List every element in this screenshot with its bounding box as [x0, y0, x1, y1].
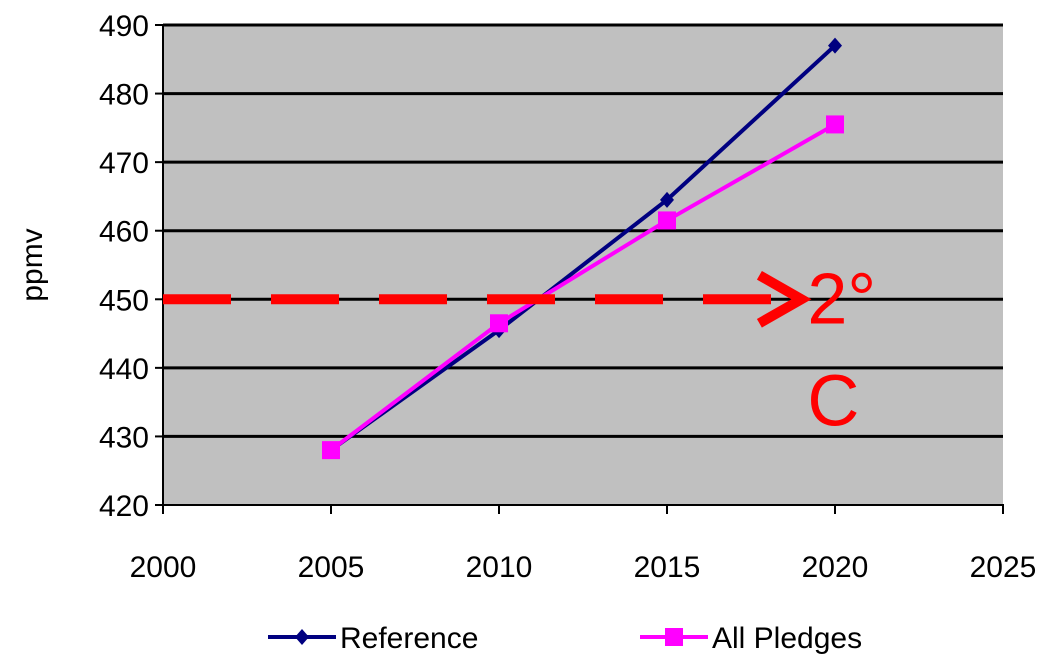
- point-all-pledges-2010: [490, 314, 508, 333]
- point-all-pledges-2015: [658, 211, 676, 230]
- threshold-annotation: 2° C: [163, 259, 876, 441]
- x-tick-labels: 2000 2005 2010 2015 2020 2025: [130, 551, 1037, 584]
- threshold-label-line1: 2°: [807, 259, 876, 339]
- y-tick-label-480: 480: [99, 79, 149, 112]
- y-tick-label-490: 490: [99, 10, 149, 43]
- y-tick-label-420: 420: [99, 490, 149, 523]
- series-line-all-pledges: [329, 122, 836, 452]
- point-reference-2015: [660, 191, 674, 208]
- y-tick-label-440: 440: [99, 353, 149, 386]
- x-tick-label-2005: 2005: [298, 551, 365, 584]
- y-tick-label-460: 460: [99, 216, 149, 249]
- y-tick-labels: 420 430 440 450 460 470 480 490: [99, 10, 149, 523]
- x-tick-label-2010: 2010: [466, 551, 533, 584]
- threshold-label-line2: C: [807, 361, 859, 441]
- series-line-reference: [329, 44, 837, 452]
- y-tick-label-450: 450: [99, 284, 149, 317]
- legend-marker-reference: [295, 629, 309, 645]
- x-tick-label-2000: 2000: [130, 551, 197, 584]
- legend-label-all-pledges: All Pledges: [712, 622, 862, 655]
- point-reference-2020: [828, 37, 842, 54]
- y-tick-label-430: 430: [99, 421, 149, 454]
- x-tick-label-2020: 2020: [802, 551, 869, 584]
- legend: Reference All Pledges: [268, 622, 862, 655]
- x-tick-label-2025: 2025: [970, 551, 1037, 584]
- series-group: [322, 37, 844, 460]
- legend-label-reference: Reference: [340, 622, 478, 655]
- point-all-pledges-2020: [826, 115, 844, 134]
- x-tick-label-2015: 2015: [634, 551, 701, 584]
- threshold-arrowhead: [756, 270, 812, 328]
- axes: [155, 24, 1004, 514]
- point-all-pledges-2005: [322, 441, 340, 460]
- y-axis-label: ppmv: [16, 228, 49, 301]
- y-tick-label-470: 470: [99, 147, 149, 180]
- legend-marker-all-pledges: [665, 628, 683, 646]
